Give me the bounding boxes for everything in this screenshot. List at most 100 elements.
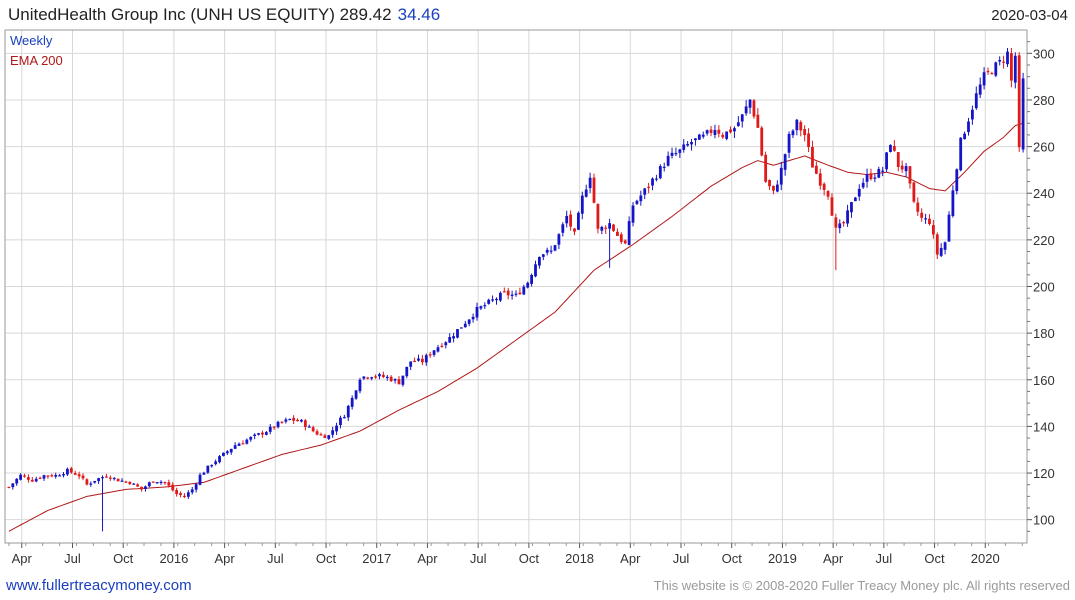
candle-body	[15, 478, 19, 484]
candle-body	[116, 478, 120, 482]
y-tick-label: 200	[1033, 280, 1055, 295]
candle	[483, 302, 487, 310]
candle	[30, 477, 34, 483]
candle	[592, 173, 596, 204]
candle-body	[350, 397, 354, 407]
x-tick-label: 2016	[159, 551, 188, 566]
candle	[147, 481, 151, 488]
candle	[27, 474, 30, 483]
website-link[interactable]: www.fullertreacymoney.com	[5, 577, 192, 594]
candle-body	[635, 200, 639, 204]
candle	[526, 281, 530, 289]
candle	[144, 485, 147, 492]
candle	[795, 118, 799, 136]
candle	[561, 222, 565, 237]
candle-body	[795, 119, 799, 131]
candle-body	[514, 293, 518, 295]
candle-body	[475, 306, 479, 318]
candle	[85, 478, 89, 486]
candle-body	[1009, 53, 1013, 81]
candle-body	[120, 480, 124, 482]
candle	[612, 223, 615, 232]
x-tick-label: 2018	[565, 551, 594, 566]
candle-body	[908, 166, 912, 184]
chart-date: 2020-03-04	[991, 7, 1068, 24]
candle	[19, 473, 23, 481]
x-tick-label: Oct	[113, 551, 134, 566]
candle	[237, 442, 241, 446]
chart-title: UnitedHealth Group Inc (UNH US EQUITY) 2…	[8, 5, 440, 24]
candle	[565, 210, 569, 228]
candle	[89, 481, 93, 487]
candle	[635, 199, 639, 205]
candle-body	[257, 433, 260, 435]
candle-body	[967, 121, 970, 133]
candle	[814, 161, 818, 175]
candle	[175, 487, 179, 497]
candle-body	[764, 154, 768, 182]
candle	[604, 225, 608, 234]
candle	[779, 161, 783, 191]
candle-body	[655, 178, 658, 180]
candle	[924, 213, 927, 224]
candle	[218, 454, 221, 464]
candle-body	[202, 472, 206, 475]
candle	[436, 344, 440, 353]
candle-body	[409, 361, 413, 367]
candle	[990, 71, 994, 75]
candle-body	[7, 486, 11, 489]
candle	[77, 471, 81, 480]
candle-body	[522, 286, 526, 295]
candle-body	[432, 350, 436, 355]
candle-body	[943, 242, 947, 250]
candle-body	[362, 376, 366, 379]
candle-body	[982, 72, 986, 86]
candle	[573, 227, 576, 236]
candle-body	[791, 130, 795, 136]
candle-body	[631, 205, 635, 223]
candle-body	[760, 127, 764, 156]
candle-body	[565, 215, 569, 224]
candle	[963, 131, 966, 140]
candle	[514, 290, 518, 297]
candle-body	[534, 264, 537, 277]
candle-body	[124, 481, 128, 483]
candle-body	[42, 475, 46, 479]
candle	[346, 404, 350, 421]
candle-body	[717, 129, 721, 134]
candle	[222, 452, 225, 457]
candle-body	[850, 202, 853, 213]
candle	[694, 138, 697, 146]
candle	[241, 440, 245, 445]
x-tick-label: Oct	[722, 551, 743, 566]
candle	[350, 395, 354, 410]
candle	[163, 481, 167, 485]
candle	[943, 241, 947, 255]
candle	[253, 433, 257, 440]
candle	[955, 168, 959, 195]
candle	[557, 233, 561, 250]
candle-body	[112, 477, 116, 480]
candle	[198, 472, 202, 486]
candle-body	[643, 188, 647, 195]
candle-body	[471, 316, 475, 320]
candle-body	[955, 169, 959, 192]
candle-body	[573, 228, 576, 232]
candle	[323, 433, 327, 439]
candle	[491, 295, 494, 303]
candle-body	[331, 430, 335, 435]
candle	[892, 139, 896, 152]
candle-body	[81, 475, 85, 479]
y-tick-label: 140	[1033, 419, 1055, 434]
candle-body	[877, 168, 881, 178]
candle-body	[261, 432, 264, 435]
candle-body	[483, 305, 487, 307]
candle-body	[105, 476, 108, 478]
candle	[401, 375, 405, 387]
candle-body	[335, 425, 338, 432]
candle-body	[506, 290, 510, 296]
candle	[136, 483, 140, 487]
candle-body	[378, 374, 381, 377]
candle-body	[561, 224, 565, 233]
candle-body	[280, 421, 284, 423]
